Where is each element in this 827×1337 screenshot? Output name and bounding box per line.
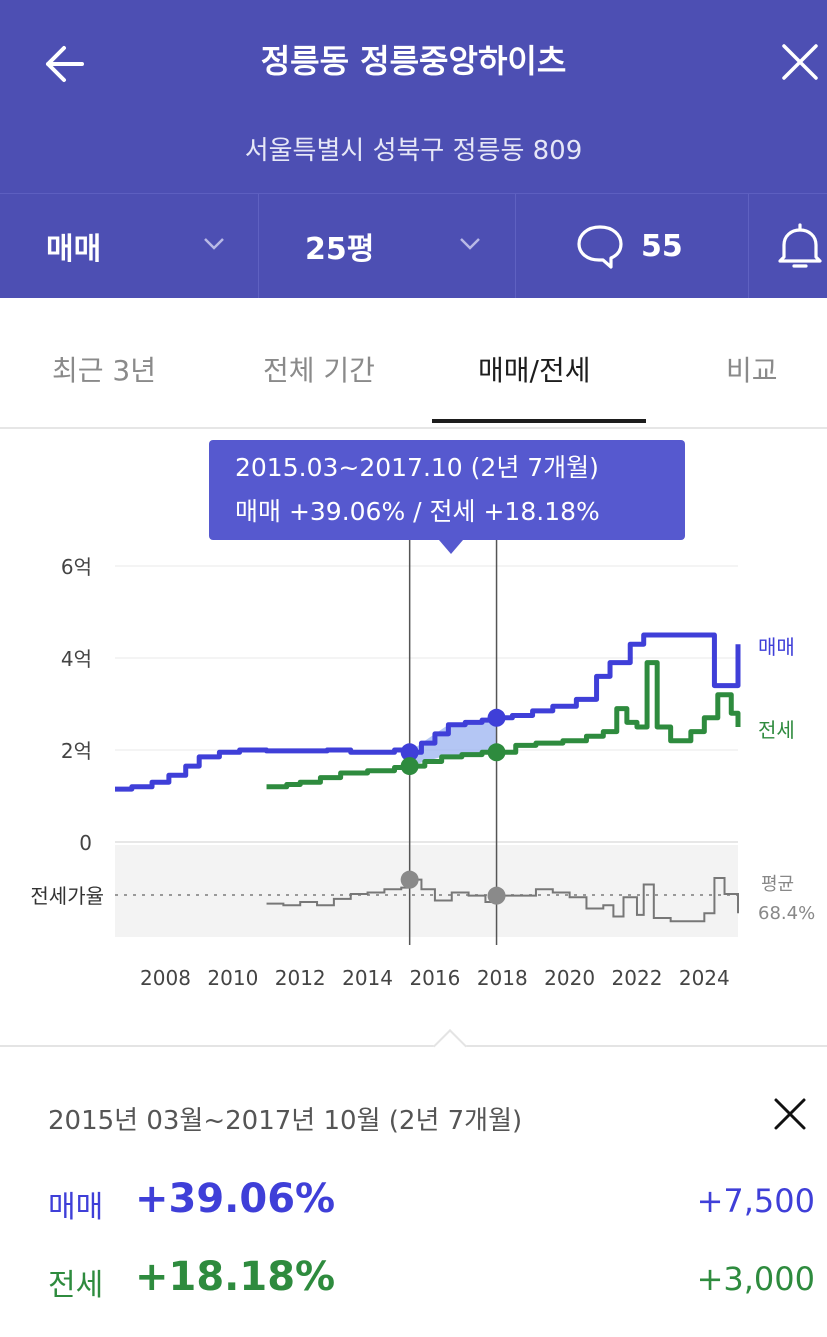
y-tick-label: 2억 — [61, 739, 92, 763]
selected-range: 2015년 03월~2017년 10월 (2년 7개월) — [48, 1106, 523, 1136]
jeonse-series-label: 전세 — [758, 718, 795, 742]
x-tick-label: 2014 — [342, 966, 393, 990]
size-label: 25평 — [305, 232, 375, 267]
page-title: 정릉동 정릉중앙하이츠 — [260, 42, 567, 80]
back-arrow-icon[interactable] — [38, 40, 92, 88]
y-tick-label: 6억 — [61, 555, 92, 579]
tab-sale-jeonse[interactable]: 매매/전세 — [478, 354, 591, 387]
x-tick-label: 2024 — [679, 966, 730, 990]
jeonse-label: 전세 — [48, 1268, 104, 1303]
x-tick-label: 2022 — [612, 966, 663, 990]
y-tick-label: 0 — [79, 831, 92, 855]
divider — [748, 194, 749, 298]
sale-label: 매매 — [48, 1190, 104, 1225]
sale-change-percent: +39.06% — [135, 1176, 336, 1222]
active-tab-indicator — [432, 419, 646, 423]
x-tick-label: 2012 — [275, 966, 326, 990]
divider — [258, 194, 259, 298]
sale-marker — [400, 743, 419, 762]
y-tick-label: 4억 — [61, 647, 92, 671]
tooltip-summary: 매매 +39.06% / 전세 +18.18% — [235, 497, 600, 526]
selection-tooltip: 2015.03~2017.10 (2년 7개월) 매매 +39.06% / 전세… — [209, 440, 685, 554]
close-detail-icon[interactable] — [770, 1094, 810, 1134]
x-tick-label: 2018 — [477, 966, 528, 990]
comment-count: 55 — [641, 228, 683, 264]
ratio-marker — [487, 886, 506, 905]
close-icon[interactable] — [778, 40, 822, 84]
x-tick-label: 2016 — [409, 966, 460, 990]
jeonse-marker — [400, 757, 419, 776]
sale-series-label: 매매 — [758, 635, 795, 659]
ratio-series-line — [266, 877, 739, 923]
chevron-down-icon — [460, 238, 480, 250]
selection-area — [409, 717, 497, 767]
ratio-label: 전세가율 — [30, 884, 104, 908]
ratio-band — [115, 845, 738, 937]
tooltip-period: 2015.03~2017.10 (2년 7개월) — [235, 453, 599, 482]
jeonse-marker — [487, 743, 506, 762]
divider — [515, 194, 516, 298]
tab-bar: 최근 3년 전체 기간 매매/전세 비교 — [0, 297, 827, 429]
ratio-marker — [400, 870, 419, 889]
bell-icon — [778, 223, 822, 268]
tab-recent-3y[interactable]: 최근 3년 — [52, 354, 156, 387]
sale-marker — [487, 708, 506, 727]
speech-bubble-icon — [577, 225, 623, 269]
trade-type-label: 매매 — [46, 232, 102, 267]
panel-divider — [0, 1045, 827, 1047]
x-tick-label: 2010 — [207, 966, 258, 990]
tab-compare[interactable]: 비교 — [726, 354, 778, 387]
jeonse-series-line — [266, 660, 741, 790]
notification-button[interactable] — [772, 194, 827, 298]
tab-all-period[interactable]: 전체 기간 — [263, 354, 375, 387]
x-tick-label: 2008 — [140, 966, 191, 990]
average-value: 68.4% — [758, 903, 815, 924]
x-tick-label: 2020 — [544, 966, 595, 990]
sale-change-amount: +7,500 — [696, 1182, 815, 1220]
filter-bar: 매매 25평 55 — [0, 193, 827, 298]
chevron-down-icon — [204, 238, 224, 250]
size-select[interactable]: 25평 — [305, 194, 495, 298]
sale-series-line — [115, 632, 741, 792]
trade-type-select[interactable]: 매매 — [46, 194, 236, 298]
average-label: 평균 — [761, 874, 794, 895]
address-text: 서울특별시 성북구 정릉동 809 — [244, 136, 583, 166]
comments-button[interactable]: 55 — [575, 194, 725, 298]
jeonse-change-percent: +18.18% — [135, 1254, 336, 1300]
app-header: 정릉동 정릉중앙하이츠 서울특별시 성북구 정릉동 809 — [0, 0, 827, 193]
jeonse-change-amount: +3,000 — [696, 1260, 815, 1298]
